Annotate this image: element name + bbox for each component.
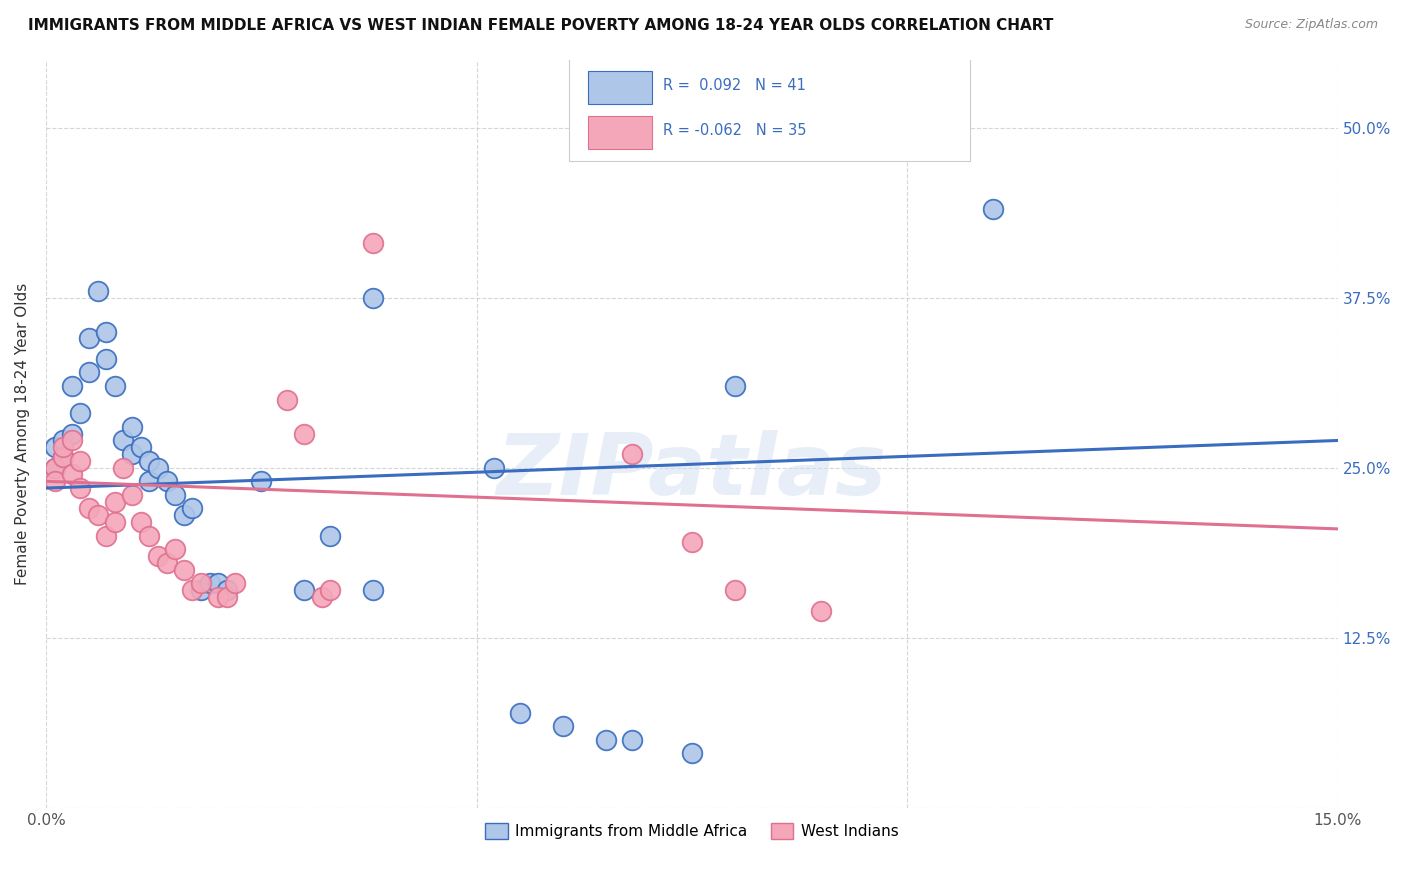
- Point: [165, 488, 187, 502]
- Point: [121, 420, 143, 434]
- Point: [69, 406, 91, 420]
- Point: [138, 475, 160, 489]
- Point: [129, 440, 152, 454]
- Point: [77, 331, 100, 345]
- Point: [173, 508, 195, 523]
- Point: [52, 450, 75, 464]
- Text: ZIPatlas: ZIPatlas: [496, 430, 887, 513]
- Point: [319, 583, 342, 598]
- Point: [190, 583, 212, 598]
- Point: [121, 447, 143, 461]
- Point: [724, 583, 747, 598]
- Point: [215, 590, 238, 604]
- Point: [207, 590, 229, 604]
- Point: [44, 475, 66, 489]
- Point: [60, 467, 83, 482]
- Point: [482, 460, 505, 475]
- Point: [165, 542, 187, 557]
- Point: [129, 515, 152, 529]
- Point: [181, 501, 204, 516]
- Point: [551, 719, 574, 733]
- Point: [509, 706, 531, 720]
- Point: [198, 576, 221, 591]
- Point: [86, 508, 108, 523]
- Point: [190, 576, 212, 591]
- Point: [173, 563, 195, 577]
- Point: [138, 529, 160, 543]
- Point: [77, 501, 100, 516]
- Point: [52, 434, 75, 448]
- Legend: Immigrants from Middle Africa, West Indians: Immigrants from Middle Africa, West Indi…: [478, 817, 905, 845]
- Point: [60, 379, 83, 393]
- Point: [207, 576, 229, 591]
- Text: IMMIGRANTS FROM MIDDLE AFRICA VS WEST INDIAN FEMALE POVERTY AMONG 18-24 YEAR OLD: IMMIGRANTS FROM MIDDLE AFRICA VS WEST IN…: [28, 18, 1053, 33]
- Point: [69, 481, 91, 495]
- Point: [146, 549, 169, 563]
- Y-axis label: Female Poverty Among 18-24 Year Olds: Female Poverty Among 18-24 Year Olds: [15, 283, 30, 585]
- Point: [60, 426, 83, 441]
- FancyBboxPatch shape: [589, 70, 652, 103]
- Point: [86, 284, 108, 298]
- Point: [104, 494, 127, 508]
- Text: R =  0.092   N = 41: R = 0.092 N = 41: [664, 78, 806, 94]
- Point: [96, 351, 118, 366]
- Point: [138, 454, 160, 468]
- Point: [224, 576, 246, 591]
- Point: [361, 291, 384, 305]
- Text: R = -0.062   N = 35: R = -0.062 N = 35: [664, 123, 807, 138]
- Point: [52, 440, 75, 454]
- Point: [44, 440, 66, 454]
- Point: [276, 392, 298, 407]
- Point: [250, 475, 273, 489]
- Point: [104, 379, 127, 393]
- Point: [181, 583, 204, 598]
- Point: [112, 460, 135, 475]
- Point: [155, 475, 177, 489]
- Point: [121, 488, 143, 502]
- Point: [981, 202, 1004, 217]
- Point: [112, 434, 135, 448]
- Point: [620, 732, 643, 747]
- Point: [96, 325, 118, 339]
- Point: [311, 590, 333, 604]
- Point: [77, 366, 100, 380]
- Point: [319, 529, 342, 543]
- Point: [69, 454, 91, 468]
- Point: [361, 236, 384, 251]
- FancyBboxPatch shape: [589, 116, 652, 149]
- Point: [810, 603, 832, 617]
- Point: [620, 447, 643, 461]
- FancyBboxPatch shape: [569, 56, 970, 161]
- Point: [44, 460, 66, 475]
- Point: [155, 556, 177, 570]
- Point: [104, 515, 127, 529]
- Point: [146, 460, 169, 475]
- Point: [215, 583, 238, 598]
- Point: [44, 460, 66, 475]
- Point: [52, 450, 75, 464]
- Point: [60, 434, 83, 448]
- Point: [361, 583, 384, 598]
- Text: Source: ZipAtlas.com: Source: ZipAtlas.com: [1244, 18, 1378, 31]
- Point: [292, 583, 315, 598]
- Point: [96, 529, 118, 543]
- Point: [681, 747, 703, 761]
- Point: [292, 426, 315, 441]
- Point: [681, 535, 703, 549]
- Point: [595, 732, 617, 747]
- Point: [724, 379, 747, 393]
